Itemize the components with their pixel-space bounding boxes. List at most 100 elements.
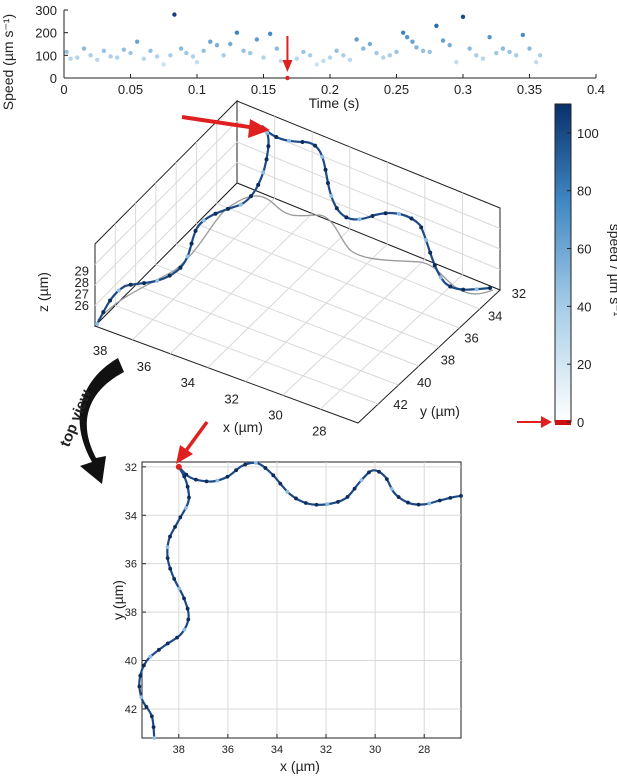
- speed-colorbar: 0 20 40 60 80 100 speed / µm s⁻¹: [517, 103, 617, 430]
- trajectory-x-tick-label: 32: [224, 391, 238, 406]
- speed-x-tick-label: 0.35: [517, 82, 542, 97]
- top-view-point: [165, 545, 170, 550]
- top-view-point: [253, 460, 258, 465]
- floor-grid-line: [169, 213, 313, 355]
- trajectory-3d-point: [300, 139, 305, 144]
- top-view-point: [352, 486, 357, 491]
- speed-data-point: [81, 46, 87, 51]
- floor-grid-line: [320, 274, 463, 410]
- speed-data-point: [190, 54, 196, 59]
- trajectory-x-tick-label: 36: [137, 359, 151, 374]
- top-view-point: [377, 469, 381, 474]
- top-view-point: [285, 489, 290, 494]
- speed-data-point: [387, 53, 393, 58]
- trajectory-xlabel: x (µm): [223, 419, 263, 435]
- speed-data-point: [161, 62, 166, 67]
- trajectory-3d-point: [256, 182, 261, 187]
- trajectory-x-tick-label: 38: [93, 343, 107, 358]
- speed-data-point: [108, 54, 113, 59]
- speed-data-point: [254, 37, 260, 42]
- trajectory-3d-point: [396, 211, 401, 216]
- speed-data-point: [178, 46, 184, 51]
- trajectory-3d-point: [320, 154, 325, 159]
- speed-data-point: [454, 59, 459, 65]
- colorbar-zero-arrow: [517, 416, 552, 428]
- trajectory-3d-point: [185, 254, 190, 259]
- top-view-point: [183, 506, 188, 510]
- floor-grid-line: [155, 264, 420, 367]
- trajectory-3d-point: [432, 263, 437, 268]
- top-view-point: [459, 493, 463, 498]
- top-view-xlabel: x (µm): [280, 758, 320, 774]
- trajectory-ylabel: y (µm): [420, 403, 460, 419]
- trajectory-3d-point: [419, 225, 424, 230]
- top-view-point: [406, 500, 410, 505]
- trajectory-3d-point: [238, 202, 243, 207]
- top-view-point: [137, 684, 142, 689]
- trajectory-3d-point: [155, 278, 160, 283]
- trajectory-3d-point: [201, 218, 206, 223]
- speed-x-tick-label: 0.25: [384, 82, 409, 97]
- speed-data-point: [134, 39, 140, 44]
- speed-data-point: [514, 53, 519, 58]
- speed-data-point: [327, 55, 333, 60]
- trajectory-y-tick-label: 32: [512, 286, 526, 301]
- trajectory-3d-point: [325, 180, 330, 185]
- top-view-point: [336, 500, 340, 504]
- floor-grid-line: [115, 305, 379, 405]
- speed-data-point: [414, 45, 419, 50]
- trajectory-z-tick-label: 28: [75, 275, 89, 290]
- speed-x-tick-label: 0.1: [188, 82, 206, 97]
- trajectory-start-arrow: [181, 115, 270, 138]
- speed-data-point: [537, 53, 543, 58]
- trajectory-3d-point: [213, 211, 218, 216]
- top-view-point: [303, 501, 308, 505]
- trajectory-3d-point: [329, 193, 334, 198]
- top-view-point: [225, 474, 230, 479]
- speed-data-point: [141, 56, 146, 61]
- speed-data-point: [404, 35, 410, 40]
- top-view-ylabel: y (µm): [110, 580, 126, 620]
- speed-x-tick-label: 0: [60, 82, 67, 97]
- speed-data-point: [520, 32, 526, 38]
- speed-data-point: [314, 62, 319, 67]
- floor-grid-line: [135, 284, 399, 386]
- top-view-point: [263, 466, 268, 470]
- speed-data-point: [121, 47, 127, 52]
- top-view-x-tick-label: 28: [418, 744, 430, 756]
- top-view-point: [168, 566, 173, 571]
- trajectory-3d-point: [424, 237, 429, 242]
- top-view-point: [448, 495, 453, 500]
- trajectory-3d-point: [142, 281, 147, 286]
- speed-data-point: [294, 56, 299, 61]
- top-view-y-tick-label: 32: [125, 462, 137, 474]
- speed-data-point: [115, 55, 120, 60]
- speed-data-point: [128, 50, 133, 56]
- trajectory-3d-point: [323, 167, 328, 172]
- top-view-y-tick-label: 42: [125, 704, 137, 716]
- trajectory-3d-point: [287, 138, 292, 143]
- speed-data-point: [500, 46, 506, 51]
- trajectory-3d-point: [448, 284, 453, 289]
- trajectory-y-tick-label: 42: [393, 397, 407, 412]
- top-view-chart: 38 36 34 32 30 28 32 34 36 38 40 42 x (µm) y (µm): [110, 420, 463, 774]
- top-view-point: [152, 736, 157, 740]
- top-view-point: [148, 654, 153, 659]
- trajectory-3d-point: [261, 170, 266, 175]
- top-view-point: [396, 495, 401, 499]
- floor-grid-line: [196, 223, 460, 329]
- top-view-point: [294, 496, 298, 501]
- trajectory-3d-point: [193, 228, 198, 233]
- speed-data-point: [533, 59, 539, 65]
- speed-data-point: [361, 46, 366, 51]
- top-view-point: [182, 474, 187, 479]
- speed-x-tick-label: 0.2: [321, 82, 339, 97]
- speed-data-point: [460, 14, 466, 19]
- speed-data-point: [201, 48, 206, 53]
- trajectory-3d-point: [488, 286, 492, 290]
- speed-data-point: [480, 56, 486, 61]
- top-view-point: [142, 663, 146, 668]
- top-view-point: [139, 695, 144, 700]
- floor-plane: [94, 182, 501, 424]
